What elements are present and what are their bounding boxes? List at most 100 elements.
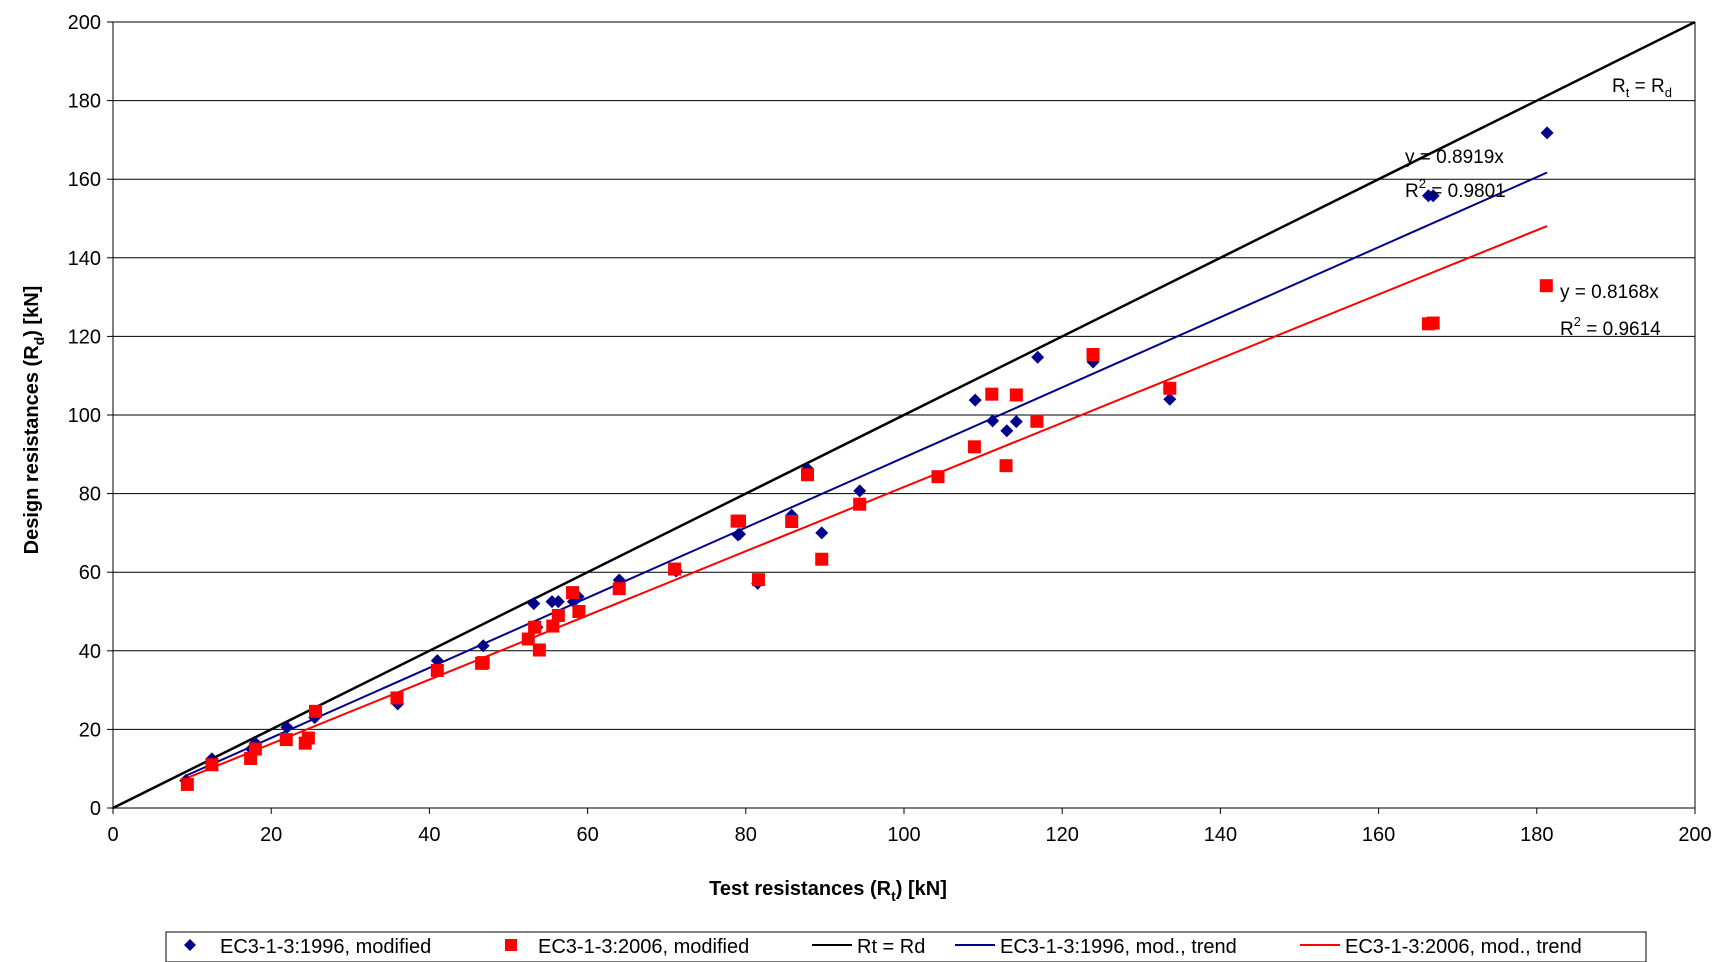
diamond-point bbox=[280, 720, 294, 734]
legend-square-marker bbox=[505, 939, 517, 951]
legend-box bbox=[165, 931, 1647, 962]
x-tick-label: 60 bbox=[576, 824, 598, 846]
y-tick-label: 40 bbox=[79, 641, 101, 663]
legend-item-identity: Rt = Rd bbox=[812, 936, 925, 958]
diamond-point bbox=[1000, 424, 1014, 438]
square-point bbox=[1086, 347, 1100, 361]
diamond-point bbox=[815, 526, 829, 540]
square-point bbox=[800, 468, 814, 482]
x-tick-label: 120 bbox=[1046, 824, 1079, 846]
diamond-point bbox=[1426, 189, 1440, 203]
square-point bbox=[180, 777, 194, 791]
square-point bbox=[546, 619, 560, 633]
y-tick-label: 60 bbox=[79, 562, 101, 584]
square-point bbox=[612, 582, 626, 596]
x-tick-label: 160 bbox=[1362, 824, 1395, 846]
trend-2006-r2: R2 = 0.9614 bbox=[1560, 314, 1661, 340]
legend-item-2006-modified: EC3-1-3:2006, modified bbox=[505, 936, 749, 958]
y-tick-label: 0 bbox=[90, 798, 101, 820]
diamond-point bbox=[1540, 126, 1554, 140]
y-tick-label: 20 bbox=[79, 719, 101, 741]
legend-diamond-marker bbox=[184, 939, 196, 951]
x-tick-label: 40 bbox=[418, 824, 440, 846]
square-point bbox=[1539, 279, 1553, 293]
square-point bbox=[751, 573, 765, 587]
series-line-4 bbox=[185, 225, 1548, 780]
square-point bbox=[572, 605, 586, 618]
square-point bbox=[430, 663, 444, 677]
trend-1996-r2: R2 = 0.9801 bbox=[1405, 176, 1506, 202]
y-tick-label: 180 bbox=[68, 91, 101, 113]
series-line-2 bbox=[112, 20, 1696, 810]
square-point bbox=[853, 497, 867, 511]
y-axis-title: Design resistances (Rd) [kN] bbox=[21, 286, 47, 555]
square-point bbox=[521, 632, 535, 646]
square-point bbox=[532, 643, 546, 657]
y-tick-label: 200 bbox=[68, 12, 101, 34]
diamond-point bbox=[476, 639, 490, 653]
trend-1996-equation: y = 0.8919x bbox=[1405, 147, 1504, 168]
legend-label-1996-trend: EC3-1-3:1996, mod., trend bbox=[1000, 936, 1237, 958]
legend: EC3-1-3:1996, modified EC3-1-3:2006, mod… bbox=[165, 931, 1647, 962]
diamond-point bbox=[1009, 415, 1023, 429]
legend-label-identity: Rt = Rd bbox=[857, 936, 925, 958]
square-point bbox=[476, 656, 490, 670]
data-points bbox=[179, 126, 1554, 791]
square-point bbox=[205, 758, 219, 772]
square-point bbox=[279, 733, 293, 747]
y-tick-label: 100 bbox=[68, 405, 101, 427]
square-point bbox=[301, 731, 315, 745]
square-point bbox=[815, 552, 829, 566]
diamond-point bbox=[732, 527, 746, 541]
x-tick-label: 100 bbox=[887, 824, 920, 846]
y-tick-label: 80 bbox=[79, 484, 101, 506]
legend-label-2006-modified: EC3-1-3:2006, modified bbox=[538, 936, 749, 958]
square-point bbox=[1009, 388, 1023, 402]
diamond-point bbox=[968, 393, 982, 407]
square-point bbox=[931, 470, 945, 484]
square-point bbox=[308, 704, 322, 718]
diamond-point bbox=[430, 654, 444, 668]
square-point bbox=[985, 387, 999, 401]
square-point bbox=[551, 608, 565, 622]
y-tick-label: 140 bbox=[68, 248, 101, 270]
square-point bbox=[1163, 381, 1177, 395]
identity-line-label: Rt = Rd bbox=[1612, 76, 1672, 100]
square-point bbox=[248, 742, 262, 756]
legend-item-1996-trend: EC3-1-3:1996, mod., trend bbox=[955, 936, 1237, 958]
diamond-point bbox=[986, 414, 1000, 428]
x-axis-title: Test resistances (Rt) [kN] bbox=[709, 878, 947, 904]
axes bbox=[107, 21, 1696, 814]
diamond-point bbox=[853, 484, 867, 498]
legend-item-2006-trend: EC3-1-3:2006, mod., trend bbox=[1300, 936, 1582, 958]
x-tick-label: 20 bbox=[260, 824, 282, 846]
x-tick-label: 200 bbox=[1678, 824, 1711, 846]
square-point bbox=[566, 586, 580, 600]
square-point bbox=[732, 514, 746, 528]
diamond-point bbox=[551, 595, 565, 609]
y-tick-label: 120 bbox=[68, 326, 101, 348]
x-tick-labels: 0 20 40 60 80 100 120 140 160 180 200 bbox=[107, 824, 1711, 846]
series-lines bbox=[112, 20, 1696, 810]
diamond-point bbox=[1163, 392, 1177, 406]
y-tick-label: 160 bbox=[68, 169, 101, 191]
square-point bbox=[1426, 316, 1440, 330]
x-tick-label: 0 bbox=[107, 824, 118, 846]
square-point bbox=[967, 440, 981, 454]
square-point bbox=[1030, 414, 1044, 428]
x-tick-label: 180 bbox=[1520, 824, 1553, 846]
square-point bbox=[999, 459, 1013, 473]
square-point bbox=[528, 620, 542, 634]
square-point bbox=[390, 691, 404, 705]
y-tick-labels: 0 20 40 60 80 100 120 140 160 180 200 bbox=[68, 12, 101, 820]
diamond-point bbox=[1031, 350, 1045, 364]
series-line-3 bbox=[185, 171, 1548, 777]
square-point bbox=[668, 562, 682, 576]
diamond-point bbox=[527, 597, 541, 611]
legend-label-2006-trend: EC3-1-3:2006, mod., trend bbox=[1345, 936, 1582, 958]
x-tick-label: 80 bbox=[735, 824, 757, 846]
trend-2006-equation: y = 0.8168x bbox=[1560, 282, 1659, 303]
legend-label-1996-modified: EC3-1-3:1996, modified bbox=[220, 936, 431, 958]
x-tick-label: 140 bbox=[1204, 824, 1237, 846]
